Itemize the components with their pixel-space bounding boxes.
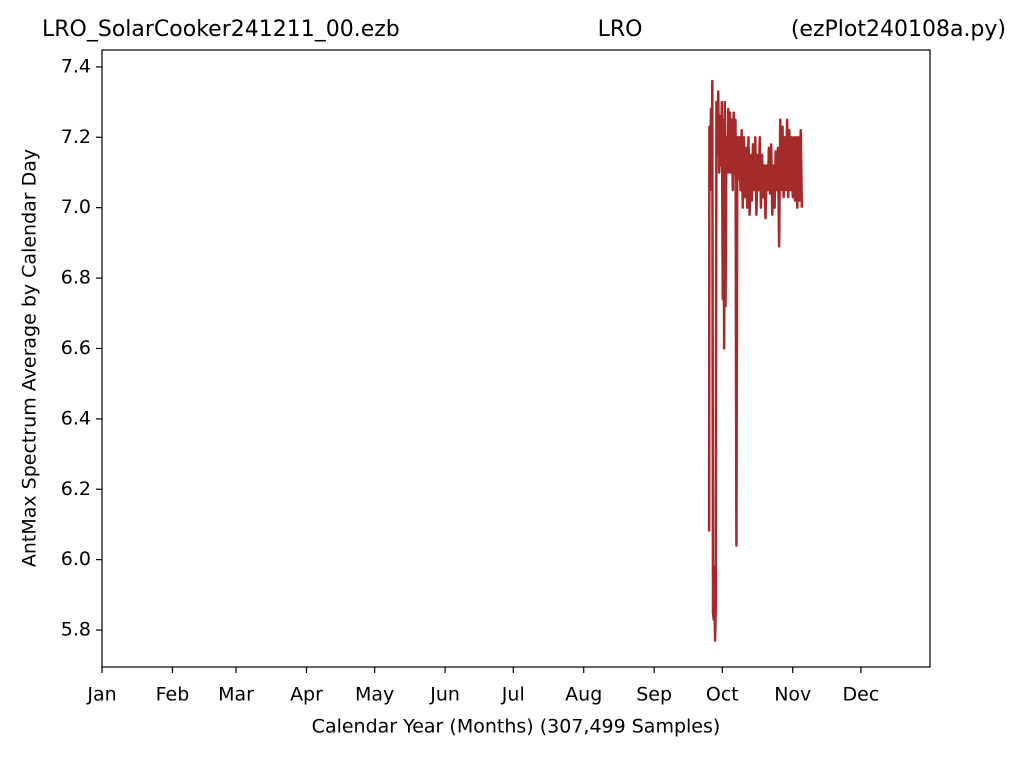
y-tick-label: 6.2 bbox=[61, 478, 91, 500]
y-tick-label: 6.4 bbox=[61, 407, 91, 429]
x-axis-label: Calendar Year (Months) (307,499 Samples) bbox=[312, 716, 721, 738]
x-tick-label: Sep bbox=[636, 684, 672, 706]
data-line bbox=[707, 79, 804, 642]
axes-frame bbox=[101, 49, 931, 668]
y-axis-label: AntMax Spectrum Average by Calendar Day bbox=[19, 149, 41, 567]
x-tick-label: Jun bbox=[429, 684, 460, 706]
y-tick-label: 6.0 bbox=[61, 548, 91, 570]
x-tick-label: Aug bbox=[565, 684, 602, 706]
x-tick-label: Apr bbox=[290, 684, 323, 706]
x-tick-label: Dec bbox=[843, 684, 880, 706]
x-tick-label: Feb bbox=[156, 684, 190, 706]
y-tick-label: 6.6 bbox=[61, 337, 91, 359]
y-tick-label: 7.2 bbox=[61, 126, 91, 148]
y-tick-label: 7.4 bbox=[61, 55, 91, 77]
x-tick-label: Jul bbox=[501, 684, 525, 706]
chart-subtitle: LRO bbox=[598, 17, 643, 42]
y-tick-label: 5.8 bbox=[61, 619, 91, 641]
y-tick-label: 7.0 bbox=[61, 196, 91, 218]
x-tick-label: Nov bbox=[774, 684, 811, 706]
x-tick-label: May bbox=[355, 684, 394, 706]
y-tick-label: 6.8 bbox=[61, 267, 91, 289]
x-tick-label: Mar bbox=[218, 684, 254, 706]
x-tick-label: Oct bbox=[706, 684, 739, 706]
chart-title: LRO_SolarCooker241211_00.ezb bbox=[42, 17, 400, 42]
x-tick-label: Jan bbox=[86, 684, 116, 706]
chart-annotation: (ezPlot240108a.py) bbox=[791, 17, 1006, 42]
